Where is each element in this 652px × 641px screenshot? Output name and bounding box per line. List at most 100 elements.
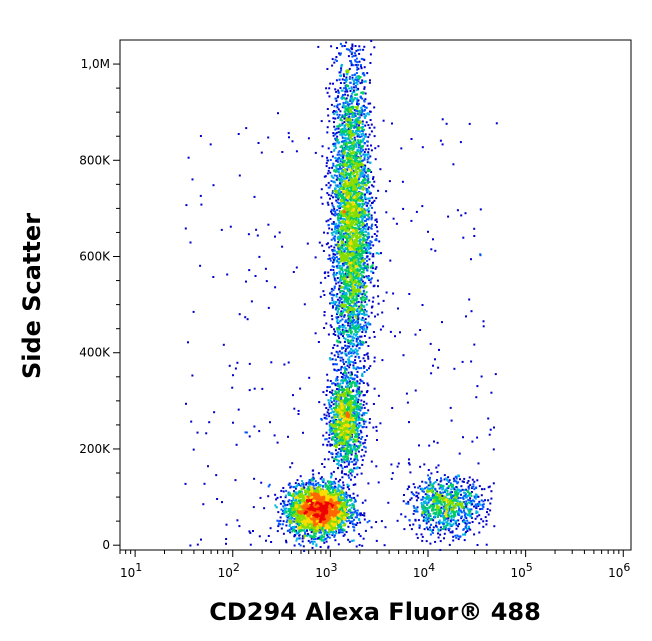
- event-dot: [300, 493, 303, 496]
- event-dot: [335, 441, 337, 444]
- event-dot: [326, 507, 328, 510]
- event-dot: [293, 517, 296, 520]
- event-dot: [288, 499, 291, 502]
- event-dot: [367, 136, 370, 139]
- event-dot: [361, 459, 364, 462]
- event-dot: [342, 409, 344, 412]
- event-dot: [385, 211, 388, 214]
- event-dot: [311, 529, 314, 532]
- event-dot: [305, 482, 308, 485]
- event-dot: [328, 528, 330, 531]
- event-dot: [349, 381, 352, 384]
- event-dot: [313, 499, 316, 502]
- event-dot: [332, 403, 335, 406]
- event-dot: [344, 523, 347, 526]
- event-dot: [338, 436, 341, 439]
- event-dot: [322, 530, 325, 533]
- event-dot: [324, 521, 327, 524]
- event-dot: [334, 531, 337, 534]
- event-dot: [323, 514, 326, 517]
- event-dot: [328, 415, 331, 418]
- event-dot: [335, 527, 338, 530]
- event-dot: [325, 394, 328, 396]
- event-dot: [290, 511, 293, 514]
- event-dot: [279, 502, 282, 505]
- event-dot: [360, 512, 362, 515]
- event-dot: [359, 424, 362, 427]
- event-dot: [345, 473, 347, 476]
- event-dot: [333, 408, 336, 411]
- event-dot: [364, 499, 367, 502]
- event-dot: [355, 425, 358, 428]
- event-dot: [297, 499, 300, 501]
- event-dot: [292, 509, 295, 512]
- event-dot: [338, 402, 340, 405]
- event-dot: [327, 482, 330, 485]
- event-dot: [342, 455, 344, 458]
- event-dot: [350, 425, 353, 428]
- event-dot: [349, 420, 352, 423]
- event-dot: [335, 433, 338, 436]
- event-dot: [320, 490, 323, 493]
- event-dot: [351, 131, 354, 134]
- event-dot: [353, 443, 356, 446]
- event-dot: [348, 439, 351, 442]
- event-dot: [320, 499, 322, 502]
- event-dot: [321, 155, 324, 158]
- event-dot: [349, 520, 352, 523]
- event-dot: [334, 415, 337, 418]
- event-dot: [285, 539, 287, 542]
- event-dot: [349, 472, 352, 475]
- event-dot: [355, 405, 358, 407]
- event-dot: [315, 517, 318, 520]
- event-dot: [364, 529, 367, 532]
- event-dot: [329, 443, 332, 446]
- event-dot: [342, 502, 344, 505]
- event-dot: [291, 530, 294, 533]
- event-dot: [335, 452, 338, 455]
- event-dot: [340, 398, 343, 401]
- event-dot: [325, 414, 328, 417]
- event-dot: [334, 413, 336, 416]
- event-dot: [323, 512, 326, 515]
- event-dot: [351, 121, 354, 124]
- event-dot: [332, 432, 335, 435]
- event-dot: [343, 406, 346, 408]
- event-dot: [347, 446, 350, 449]
- event-dot: [301, 535, 304, 538]
- event-dot: [319, 506, 322, 509]
- event-dot: [294, 491, 297, 494]
- event-dot: [351, 406, 354, 409]
- event-dot: [334, 444, 337, 447]
- event-dot: [342, 372, 345, 374]
- event-dot: [296, 513, 299, 515]
- event-dot: [327, 512, 330, 515]
- event-dot: [302, 483, 305, 486]
- event-dot: [339, 421, 341, 424]
- event-dot: [349, 499, 352, 501]
- event-dot: [355, 448, 358, 451]
- event-dot: [345, 491, 348, 494]
- event-dot: [344, 433, 347, 435]
- event-dot: [286, 516, 289, 519]
- event-dot: [343, 512, 346, 515]
- event-dot: [329, 506, 332, 509]
- event-dot: [294, 519, 297, 522]
- event-dot: [373, 387, 376, 390]
- event-dot: [357, 392, 360, 395]
- event-dot: [335, 434, 338, 437]
- event-dot: [351, 418, 354, 421]
- event-dot: [348, 435, 351, 437]
- event-dot: [311, 521, 314, 524]
- event-dot: [320, 523, 323, 526]
- event-dot: [344, 377, 347, 379]
- event-dot: [361, 436, 364, 438]
- event-dot: [334, 521, 336, 523]
- event-dot: [349, 390, 352, 393]
- event-dot: [346, 483, 349, 486]
- event-dot: [330, 486, 333, 488]
- event-dot: [325, 488, 328, 491]
- event-dot: [346, 465, 348, 468]
- event-dot: [289, 466, 292, 469]
- event-dot: [305, 526, 308, 529]
